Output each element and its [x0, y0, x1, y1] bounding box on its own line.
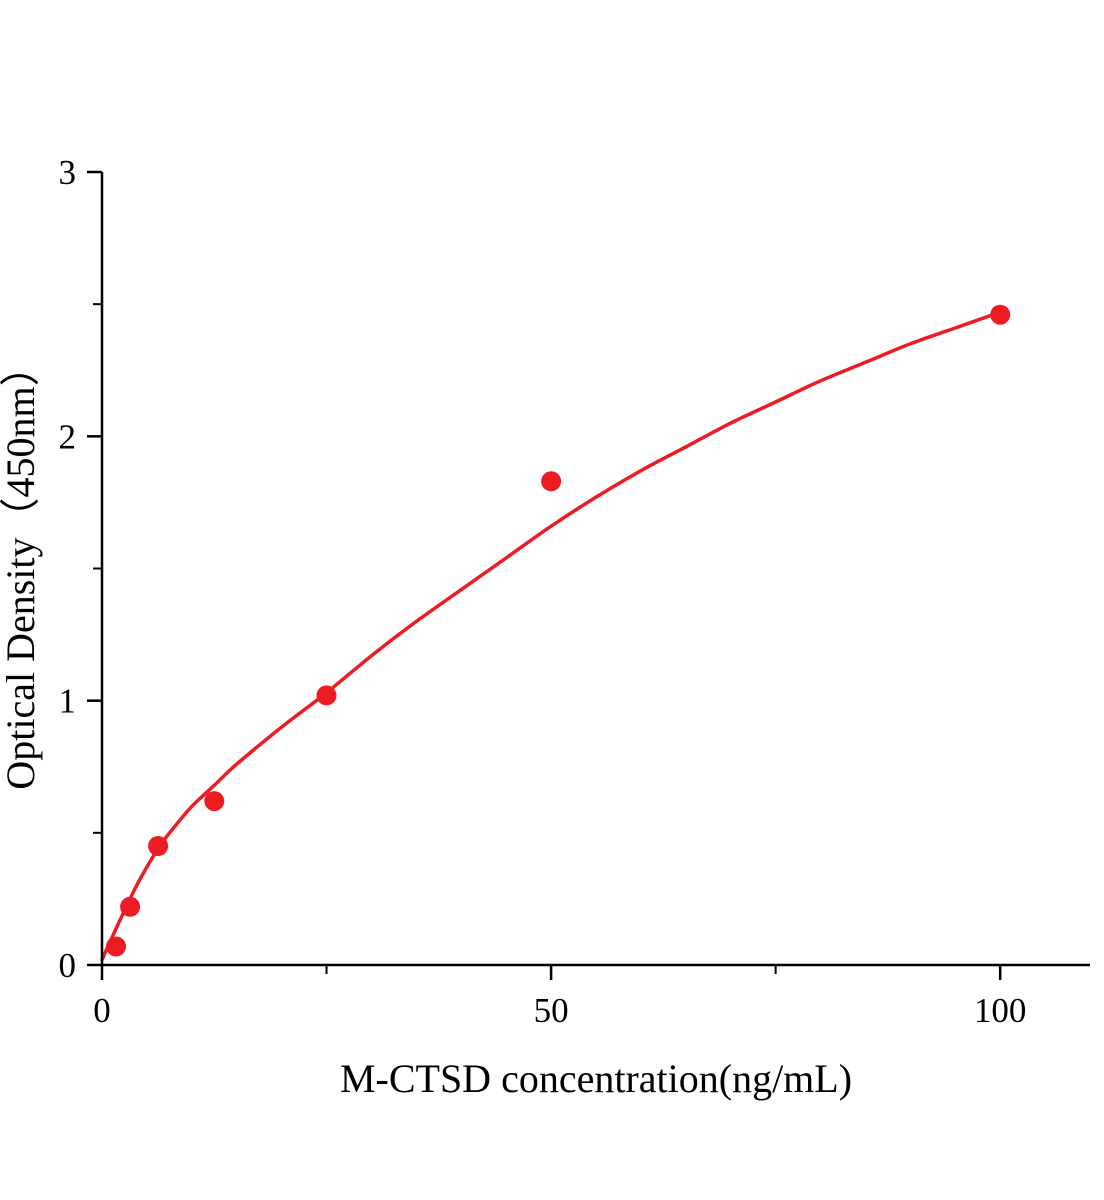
- x-tick-label: 0: [93, 991, 111, 1030]
- data-point: [106, 936, 126, 957]
- y-tick-label: 3: [59, 153, 77, 192]
- data-point: [990, 304, 1011, 325]
- x-tick-label: 50: [534, 991, 569, 1030]
- data-point: [316, 685, 337, 706]
- data-point: [204, 791, 225, 812]
- fit-curve: [100, 310, 1002, 962]
- data-point: [120, 896, 141, 917]
- data-point: [148, 836, 169, 856]
- y-axis-title: Optical Density（450nm）: [0, 346, 43, 789]
- y-tick-label: 2: [59, 417, 77, 456]
- x-axis-title: M-CTSD concentration(ng/mL): [340, 1056, 852, 1101]
- x-tick-label: 100: [974, 991, 1027, 1030]
- data-point: [541, 471, 562, 492]
- axes-spines: [100, 172, 1090, 967]
- y-tick-label: 1: [59, 682, 77, 721]
- y-tick-label: 0: [59, 946, 77, 985]
- plot-area: 0 50 100 0 1 2 3: [59, 153, 1090, 1030]
